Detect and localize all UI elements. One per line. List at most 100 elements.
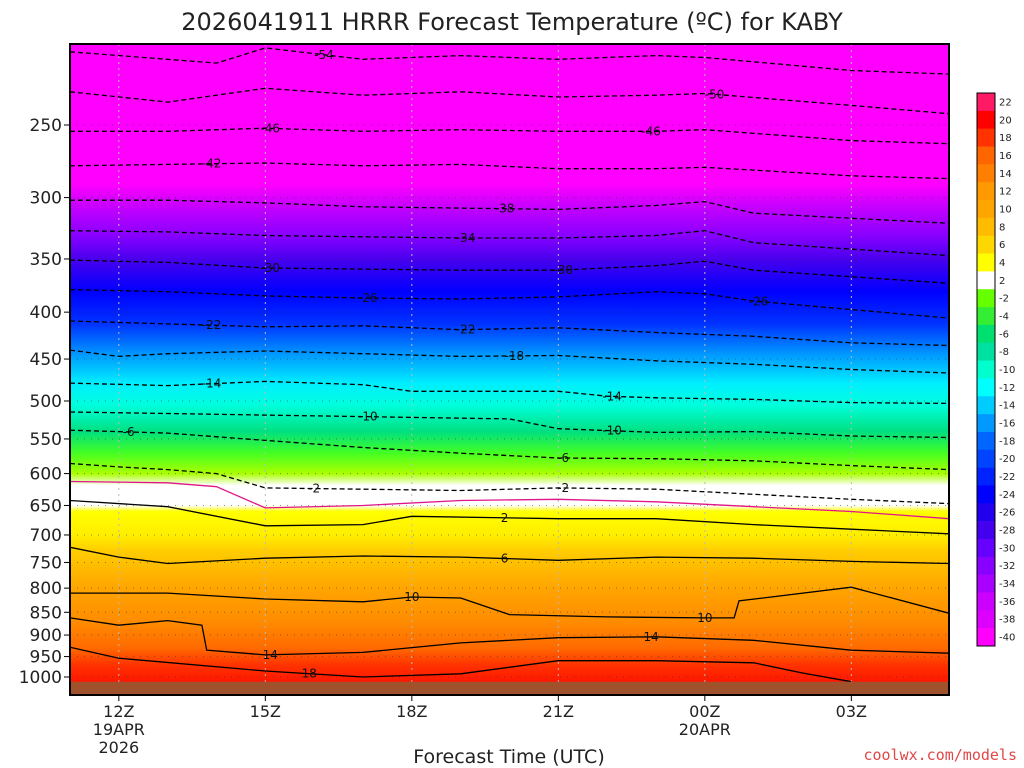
- contour-line: [70, 47, 949, 75]
- contour-line: [70, 499, 949, 535]
- pressure-tick-label: 800: [30, 579, 62, 599]
- colorbar-swatch: [977, 324, 995, 344]
- contour-line: [70, 288, 949, 319]
- pressure-tick-label: 950: [30, 648, 62, 668]
- colorbar-swatch: [977, 396, 995, 415]
- colorbar-label: -36: [999, 597, 1015, 608]
- contour-line: [70, 127, 949, 145]
- colorbar-label: -12: [999, 383, 1015, 394]
- colorbar-swatch: [977, 200, 995, 219]
- contour-line: [70, 230, 949, 257]
- colorbar-swatch: [977, 289, 995, 308]
- plot-area: -54-50-46 -46-42-38-34-30 -30-26 -26-22 -22-…: [69, 43, 950, 696]
- contour-line: [70, 380, 949, 405]
- time-tick-label: 03Z: [836, 702, 867, 721]
- contour-label: 18: [302, 667, 317, 681]
- pressure-tick-label: 550: [30, 430, 62, 450]
- colorbar-label: -38: [999, 615, 1015, 626]
- time-tick-label: 21Z: [543, 702, 574, 721]
- colorbar-swatch: [977, 164, 995, 183]
- contour-line: [70, 586, 949, 619]
- x-axis-label: Forecast Time (UTC): [413, 746, 604, 768]
- contour-label: 10: [404, 590, 419, 604]
- colorbar-swatch: [977, 307, 995, 326]
- chart-title: 2026041911 HRRR Forecast Temperature (ºC…: [181, 8, 843, 36]
- pressure-tick-label: 250: [30, 116, 62, 136]
- pressure-tick-label: 450: [30, 350, 62, 370]
- pressure-axis: 250 300 350 400 450 500 550 600 650 700 750 800 850 9…: [19, 116, 70, 688]
- colorbar-label: 22: [999, 97, 1012, 108]
- colorbar-label: -24: [999, 490, 1015, 501]
- contour-label: -2: [308, 482, 320, 496]
- contour-label: -10: [602, 424, 622, 438]
- pressure-tick-label: 600: [30, 465, 62, 485]
- pressure-tick-label: 850: [30, 603, 62, 623]
- colorbar-label: 10: [999, 205, 1012, 216]
- contour-line: [70, 429, 949, 471]
- colorbar-swatch: [977, 467, 995, 486]
- contour-line: [70, 259, 949, 284]
- plot-frame: [69, 43, 950, 696]
- time-gridlines: [118, 44, 852, 695]
- colorbar-swatch: [977, 610, 995, 629]
- colorbar-label: 14: [999, 169, 1012, 180]
- colorbar-swatch: [977, 503, 995, 522]
- colorbar-label: -30: [999, 543, 1015, 554]
- pressure-tick-label: 500: [30, 392, 62, 412]
- contour-line: [70, 480, 949, 520]
- contour-line: [70, 411, 949, 439]
- contour-line: [70, 462, 949, 505]
- time-tick-label: 18Z: [396, 702, 427, 721]
- contour-label: 10: [697, 611, 712, 625]
- colorbar-swatch: [977, 342, 995, 361]
- temperature-shading: [70, 44, 949, 695]
- contour-line: [70, 87, 949, 115]
- colorbar-label: -22: [999, 472, 1015, 483]
- pressure-tick-label: 400: [30, 303, 62, 323]
- contour-label: -2: [557, 481, 569, 495]
- contour-line: [70, 199, 949, 224]
- colorbar-swatch: [977, 253, 995, 272]
- colorbar-swatch: [977, 556, 995, 575]
- contour-label: -14: [202, 377, 222, 391]
- contour-label: -10: [358, 410, 378, 424]
- time-tick-label: 15Z: [250, 702, 281, 721]
- colorbar-label: -8: [999, 347, 1009, 358]
- colorbar-swatch: [977, 538, 995, 558]
- contour-line: [70, 349, 949, 374]
- colorbar-label: -2: [999, 294, 1009, 305]
- contour-label: -30: [553, 263, 573, 277]
- contour-line: [70, 320, 949, 347]
- contour-label: -34: [456, 231, 476, 245]
- colorbar-swatch: [977, 449, 995, 468]
- colorbar-swatch: [977, 93, 995, 112]
- pressure-tick-label: 1000: [19, 668, 62, 688]
- colorbar-label: 20: [999, 115, 1012, 126]
- colorbar-label: -4: [999, 312, 1009, 323]
- pressure-tick-label: 750: [30, 553, 62, 573]
- colorbar-swatch: [977, 628, 995, 647]
- colorbar-swatch: [977, 574, 995, 593]
- colorbar-label: -6: [999, 329, 1009, 340]
- colorbar-swatch: [977, 110, 995, 129]
- contour-line: [70, 617, 949, 656]
- contour-label: -18: [505, 349, 525, 363]
- contour-label: -26: [749, 294, 769, 308]
- contour-line: [70, 646, 852, 683]
- contour-label: -46: [641, 124, 661, 138]
- credit-link[interactable]: coolwx.com/models: [863, 746, 1017, 764]
- colorbar-label: -10: [999, 365, 1015, 376]
- colorbar-label: -16: [999, 419, 1015, 430]
- colorbar-swatch: [977, 128, 995, 147]
- colorbar-swatch: [977, 235, 995, 254]
- colorbar-label: -34: [999, 579, 1015, 590]
- time-tick-label: 19APR: [93, 720, 145, 739]
- time-tick-label: 20APR: [679, 720, 731, 739]
- colorbar-label: 8: [999, 222, 1005, 233]
- contour-label: -26: [358, 291, 378, 305]
- colorbar-label: -26: [999, 508, 1015, 519]
- contour-label: 6: [501, 552, 509, 566]
- contour-label: 14: [643, 630, 658, 644]
